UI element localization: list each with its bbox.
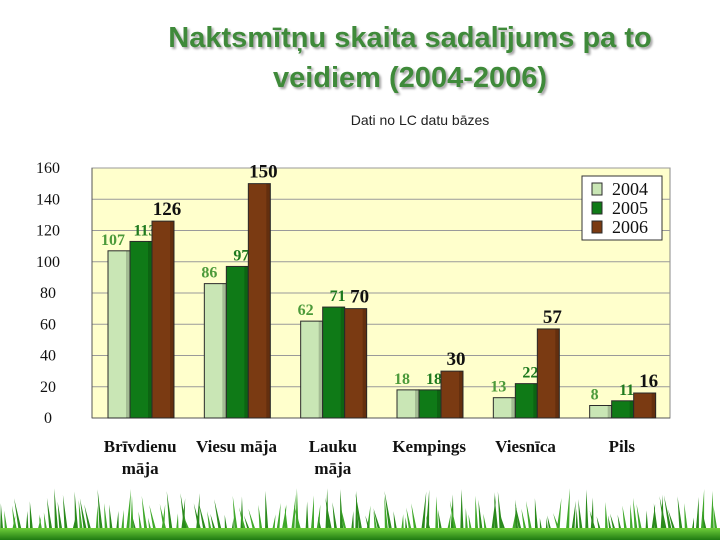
slide-title-line2: veidiem (2004-2006): [272, 62, 548, 94]
bar-shade: [415, 389, 419, 418]
data-label: 16: [639, 371, 658, 392]
legend-swatch: [591, 182, 603, 196]
bar-shade: [170, 221, 174, 418]
grass-blade: [355, 490, 359, 540]
data-label: 13: [490, 379, 506, 396]
bar-shade: [629, 400, 634, 418]
bar: [151, 220, 175, 419]
data-label: 150: [249, 162, 278, 183]
bar-shade: [607, 405, 612, 418]
x-tick-label: Kempings: [392, 437, 466, 456]
data-label: 57: [543, 307, 563, 328]
y-tick-label: 0: [44, 410, 52, 427]
x-tick-label: Viesu māja: [196, 437, 278, 456]
bar: [440, 370, 464, 419]
grass-blade: [565, 488, 570, 540]
x-tick-label: Brīvdienu: [104, 437, 177, 456]
bar-shade: [533, 383, 538, 418]
y-tick-label: 40: [40, 348, 56, 365]
y-tick-label: 160: [36, 160, 60, 177]
x-tick-label: Viesnīca: [495, 437, 556, 456]
bar-shade: [126, 250, 130, 418]
slide-title: Naktsmītņu skaita sadalījums pa to veidi…: [100, 18, 720, 98]
data-label: 126: [153, 199, 182, 220]
y-tick-label: 80: [40, 285, 56, 302]
grass-blade: [265, 490, 269, 540]
y-tick-label: 120: [36, 223, 60, 240]
data-label: 62: [298, 302, 314, 319]
data-label: 22: [522, 365, 538, 382]
data-label: 30: [447, 349, 466, 370]
data-label: 70: [350, 287, 369, 308]
data-label: 18: [426, 371, 442, 388]
bar-shade: [222, 283, 227, 418]
data-label: 86: [201, 265, 217, 282]
grass-blade: [384, 490, 394, 540]
legend-swatch: [591, 201, 603, 215]
bar-shade: [651, 393, 656, 418]
data-label: 8: [591, 387, 599, 404]
data-label: 11: [619, 382, 634, 399]
bar-shade: [244, 266, 249, 418]
bar-shade: [362, 308, 367, 418]
bar-shade: [148, 241, 152, 418]
data-label: 71: [330, 288, 346, 305]
bar-shade: [318, 321, 323, 418]
data-label: 97: [233, 247, 249, 264]
x-tick-label: Pils: [609, 437, 636, 456]
grass-blade: [166, 491, 174, 540]
legend-label: 2006: [612, 217, 648, 237]
grass-blade: [325, 488, 329, 540]
x-tick-label: māja: [314, 459, 351, 478]
slide-title-line1: Naktsmītņu skaita sadalījums pa to: [168, 22, 652, 54]
slide-subtitle: Dati no LC datu bāzes: [350, 112, 490, 128]
data-label: 113: [133, 222, 156, 239]
grass-blade: [54, 488, 59, 540]
bar-shade: [437, 389, 441, 418]
bar: [247, 183, 271, 419]
grass-blade: [125, 488, 131, 540]
grass-decoration: [0, 488, 720, 540]
grass-blade: [420, 491, 427, 540]
bar: [633, 392, 657, 419]
grass-blade: [585, 489, 589, 540]
legend-swatch: [591, 220, 603, 234]
x-tick-label: Lauku: [309, 437, 357, 456]
bar: [344, 308, 368, 419]
y-tick-label: 140: [36, 191, 60, 208]
bar-shade: [555, 328, 560, 418]
data-label: 18: [394, 371, 410, 388]
legend-label: 2004: [612, 179, 648, 199]
grass-blade: [710, 490, 714, 540]
grass-blade: [74, 491, 79, 540]
bar-shade: [511, 397, 516, 418]
x-tick-label: māja: [122, 459, 159, 478]
legend-label: 2005: [612, 198, 648, 218]
grass-blade: [700, 489, 705, 540]
bar-shade: [266, 183, 271, 418]
data-label: 107: [101, 232, 125, 249]
grass-base: [0, 528, 720, 540]
grass-blade: [460, 489, 464, 540]
y-tick-label: 100: [36, 254, 60, 271]
bar-shade: [459, 371, 463, 418]
bar-shade: [340, 307, 345, 418]
bar: [536, 328, 560, 419]
y-tick-label: 60: [40, 316, 56, 333]
y-tick-label: 20: [40, 379, 56, 396]
grass-blade: [97, 489, 104, 540]
